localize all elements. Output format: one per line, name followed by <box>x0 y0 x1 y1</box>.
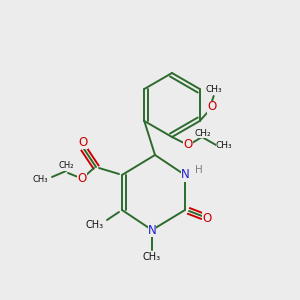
Text: O: O <box>183 139 193 152</box>
Text: O: O <box>202 212 211 224</box>
Text: CH₃: CH₃ <box>216 142 232 151</box>
Text: CH₃: CH₃ <box>143 252 161 262</box>
Text: N: N <box>148 224 156 236</box>
Text: O: O <box>207 100 216 113</box>
Text: N: N <box>181 169 189 182</box>
Text: O: O <box>77 172 87 185</box>
Text: CH₃: CH₃ <box>32 175 48 184</box>
Text: CH₂: CH₂ <box>195 128 211 137</box>
Text: H: H <box>195 165 203 175</box>
Text: CH₃: CH₃ <box>86 220 104 230</box>
Text: CH₃: CH₃ <box>206 85 222 94</box>
Text: CH₂: CH₂ <box>58 161 74 170</box>
Text: O: O <box>78 136 88 148</box>
